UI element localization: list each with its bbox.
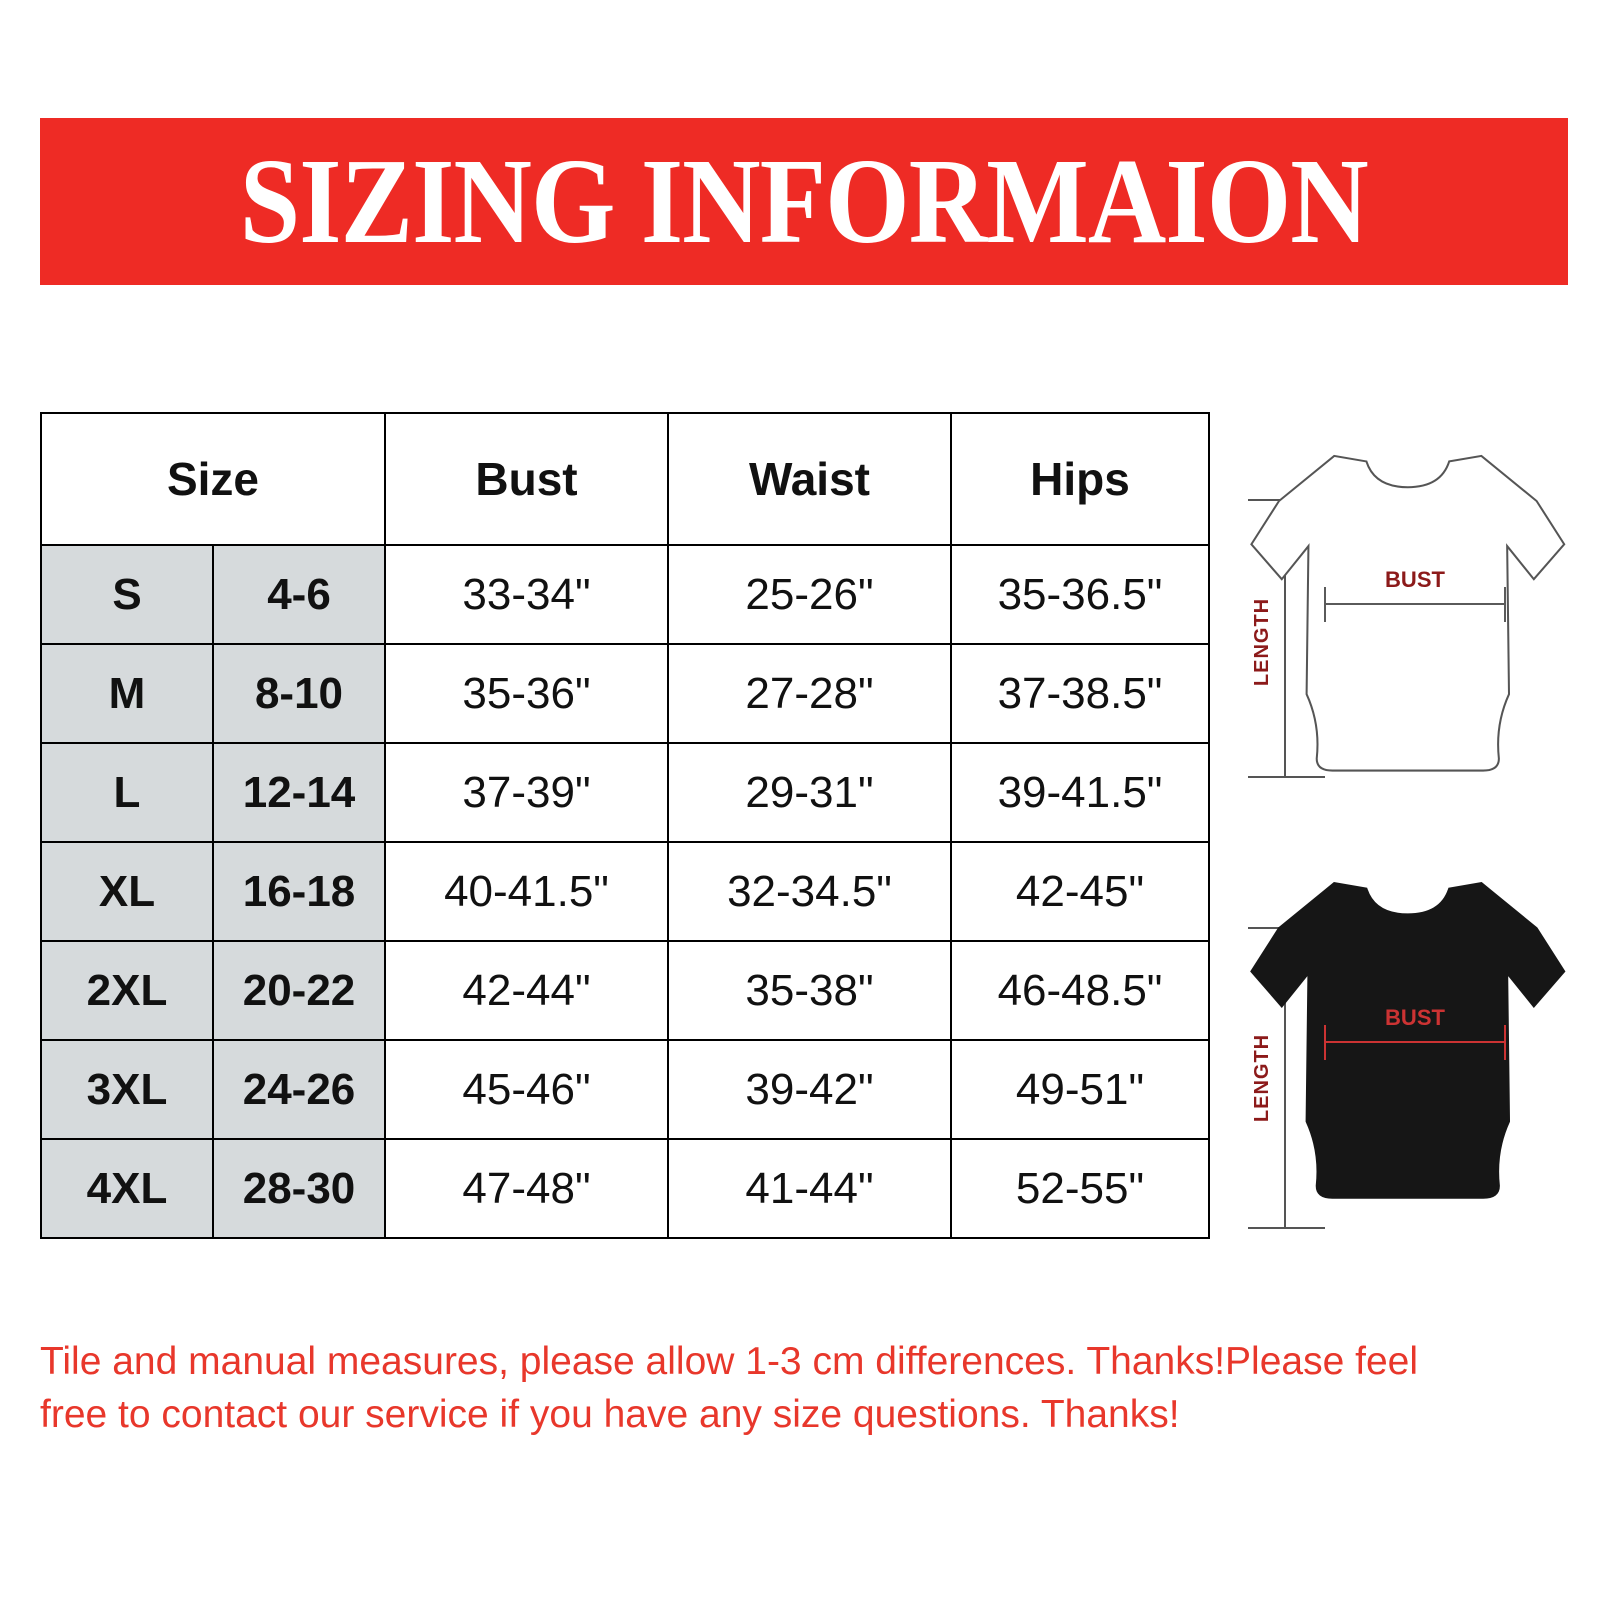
svg-text:LENGTH: LENGTH	[1251, 598, 1273, 686]
svg-text:BUST: BUST	[1385, 567, 1445, 592]
svg-text:BUST: BUST	[1385, 1005, 1445, 1030]
svg-text:LENGTH: LENGTH	[1251, 1034, 1273, 1122]
